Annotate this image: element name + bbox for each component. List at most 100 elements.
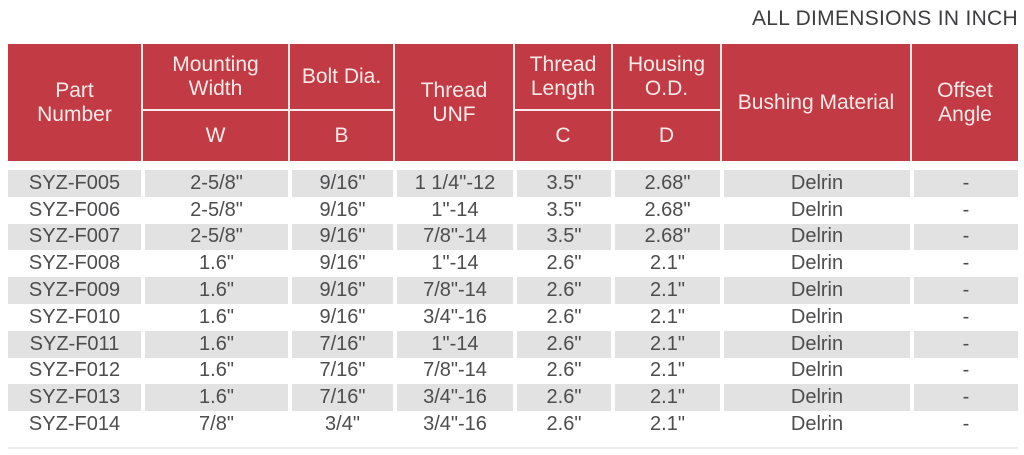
table-cell: 3/4"-16 bbox=[395, 384, 515, 412]
table-cell: 7/8"-14 bbox=[395, 357, 515, 385]
column-header-label: Bolt Dia. bbox=[301, 64, 382, 88]
table-row: SYZ-F009 1.6" 9/16" 7/8"-14 2.6" 2.1" Delrin - bbox=[8, 277, 1018, 304]
table-row: SYZ-F007 2-5/8" 9/16" 7/8"-14 3.5" 2.68" Delri… bbox=[8, 223, 1018, 251]
table-cell: 9/16" bbox=[290, 223, 395, 251]
table-cell: 3/4"-16 bbox=[395, 303, 515, 331]
table-row: SYZ-F005 2-5/8" 9/16" 1 1/4"-12 3.5" 2.68" Del… bbox=[8, 170, 1018, 197]
table-cell: 3/4" bbox=[290, 411, 395, 438]
column-header-bolt-dia: Bolt Dia. B bbox=[290, 44, 395, 161]
table-cell: 3.5" bbox=[515, 170, 613, 197]
table-cell: 2-5/8" bbox=[143, 196, 290, 224]
table-cell: 9/16" bbox=[290, 196, 395, 224]
column-header-label: Offset Angle bbox=[937, 78, 993, 126]
table-cell: 2.1" bbox=[613, 330, 722, 358]
table-cell: - bbox=[912, 170, 1018, 197]
table-cell: SYZ-F010 bbox=[8, 303, 143, 331]
table-row: SYZ-F006 2-5/8" 9/16" 1"-14 3.5" 2.68" Delrin - bbox=[8, 196, 1018, 224]
table-cell: 1.6" bbox=[143, 277, 290, 304]
table-cell: 9/16" bbox=[290, 170, 395, 197]
column-header-label: Part Number bbox=[37, 78, 112, 126]
column-header-label: Thread Length bbox=[529, 52, 597, 100]
table-cell: 2.1" bbox=[613, 250, 722, 278]
table-cell: - bbox=[912, 330, 1018, 358]
table-cell: SYZ-F012 bbox=[8, 357, 143, 385]
table-cell: Delrin bbox=[722, 330, 912, 358]
table-cell: 2.6" bbox=[515, 357, 613, 385]
table-cell: Delrin bbox=[722, 411, 912, 438]
table-cell: Delrin bbox=[722, 223, 912, 251]
table-row: SYZ-F013 1.6" 7/16" 3/4"-16 2.6" 2.1" Delrin - bbox=[8, 384, 1018, 412]
table-cell: 1 1/4"-12 bbox=[395, 170, 515, 197]
table-cell: 7/8"-14 bbox=[395, 277, 515, 304]
table-cell: 2.1" bbox=[613, 303, 722, 331]
table-cell: - bbox=[912, 277, 1018, 304]
table-cell: - bbox=[912, 250, 1018, 278]
column-header-offset-angle: Offset Angle bbox=[912, 44, 1018, 161]
column-header-label: Housing O.D. bbox=[627, 52, 706, 100]
table-cell: SYZ-F008 bbox=[8, 250, 143, 278]
column-header-symbol: C bbox=[515, 109, 611, 161]
table-cell: 9/16" bbox=[290, 277, 395, 304]
table-cell: SYZ-F005 bbox=[8, 170, 143, 197]
table-cell: 2.68" bbox=[613, 170, 722, 197]
column-header-label: Bushing Material bbox=[737, 90, 895, 114]
table-cell: Delrin bbox=[722, 303, 912, 331]
table-cell: 2.6" bbox=[515, 303, 613, 331]
table-cell: 2.1" bbox=[613, 277, 722, 304]
table-cell: 2.6" bbox=[515, 250, 613, 278]
table-cell: 2.1" bbox=[613, 357, 722, 385]
table-header: Part Number Mounting Width W Bolt Dia. B… bbox=[8, 44, 1018, 161]
table-cell: 9/16" bbox=[290, 303, 395, 331]
column-header-thread-length: Thread Length C bbox=[515, 44, 613, 161]
table-row: SYZ-F008 1.6" 9/16" 1"-14 2.6" 2.1" Delrin - bbox=[8, 250, 1018, 278]
table-row: SYZ-F012 1.6" 7/16" 7/8"-14 2.6" 2.1" Delrin - bbox=[8, 357, 1018, 385]
table-cell: 3.5" bbox=[515, 223, 613, 251]
column-header-mounting-width: Mounting Width W bbox=[143, 44, 290, 161]
table-cell: - bbox=[912, 303, 1018, 331]
table-row: SYZ-F010 1.6" 9/16" 3/4"-16 2.6" 2.1" Delrin - bbox=[8, 303, 1018, 331]
table-cell: 9/16" bbox=[290, 250, 395, 278]
table-cell: 7/16" bbox=[290, 330, 395, 358]
dimensions-note: ALL DIMENSIONS IN INCH bbox=[751, 7, 1018, 30]
table-cell: - bbox=[912, 411, 1018, 438]
table-cell: Delrin bbox=[722, 277, 912, 304]
table-cell: 2.6" bbox=[515, 277, 613, 304]
table-cell: 7/16" bbox=[290, 384, 395, 412]
column-header-symbol: D bbox=[613, 109, 720, 161]
table-cell: Delrin bbox=[722, 170, 912, 197]
table-cell: 7/16" bbox=[290, 357, 395, 385]
table-cell: 1"-14 bbox=[395, 250, 515, 278]
table-cell: - bbox=[912, 196, 1018, 224]
column-header-symbol: B bbox=[290, 109, 393, 161]
table-cell: 7/8"-14 bbox=[395, 223, 515, 251]
table-cell: 1"-14 bbox=[395, 330, 515, 358]
table-cell: Delrin bbox=[722, 357, 912, 385]
table-cell: 2.1" bbox=[613, 411, 722, 438]
table-cell: SYZ-F013 bbox=[8, 384, 143, 412]
table-body: SYZ-F005 2-5/8" 9/16" 1 1/4"-12 3.5" 2.68" Del… bbox=[8, 170, 1018, 438]
table-cell: 1.6" bbox=[143, 250, 290, 278]
table-cell: 1.6" bbox=[143, 357, 290, 385]
table-cell: SYZ-F014 bbox=[8, 411, 143, 438]
table-cell: 1.6" bbox=[143, 330, 290, 358]
table-cell: 3/4"-16 bbox=[395, 411, 515, 438]
table-cell: 2.68" bbox=[613, 196, 722, 224]
table-cell: 2-5/8" bbox=[143, 223, 290, 251]
table-cell: 1.6" bbox=[143, 303, 290, 331]
table-cell: Delrin bbox=[722, 250, 912, 278]
table-cell: 1"-14 bbox=[395, 196, 515, 224]
table-cell: - bbox=[912, 357, 1018, 385]
column-header-thread-unf: Thread UNF bbox=[395, 44, 515, 161]
column-header-housing-od: Housing O.D. D bbox=[613, 44, 722, 161]
table-cell: SYZ-F006 bbox=[8, 196, 143, 224]
column-header-bushing-material: Bushing Material bbox=[722, 44, 912, 161]
table-row: SYZ-F011 1.6" 7/16" 1"-14 2.6" 2.1" Delrin - bbox=[8, 330, 1018, 358]
column-header-label: Thread UNF bbox=[420, 78, 488, 126]
table-cell: 2.6" bbox=[515, 384, 613, 412]
table-cell: - bbox=[912, 384, 1018, 412]
table-cell: 1.6" bbox=[143, 384, 290, 412]
column-header-label: Mounting Width bbox=[172, 52, 259, 100]
column-header-symbol: W bbox=[143, 109, 288, 161]
table-row: SYZ-F014 7/8" 3/4" 3/4"-16 2.6" 2.1" Delrin - bbox=[8, 411, 1018, 438]
table-cell: Delrin bbox=[722, 196, 912, 224]
